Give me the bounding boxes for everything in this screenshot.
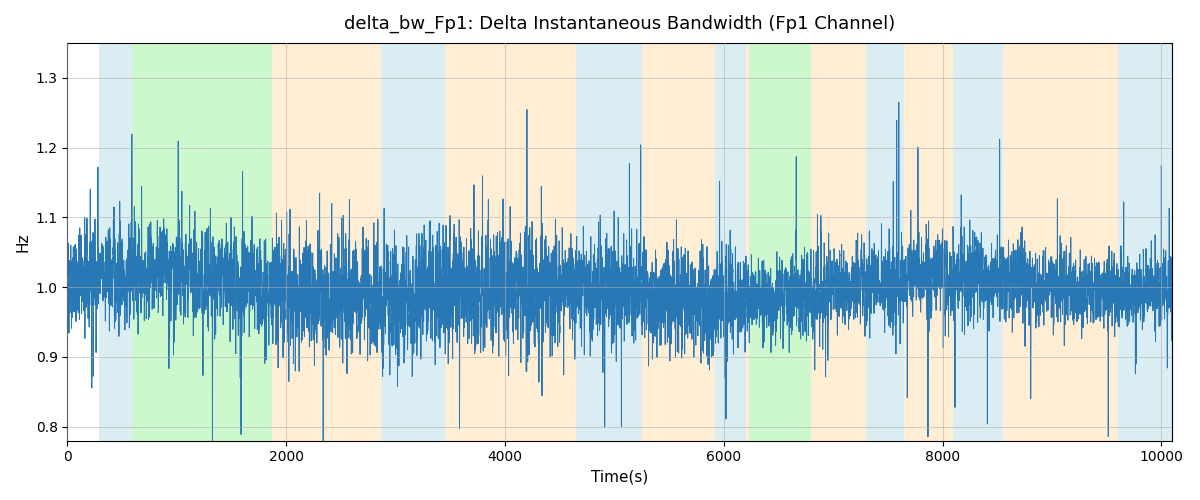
Bar [642,43,715,440]
Bar [132,43,272,440]
Bar [272,43,382,440]
Bar [382,43,445,440]
Bar [954,43,1003,440]
Bar [811,43,866,440]
Bar [905,43,954,440]
Bar [715,43,745,440]
Bar [1003,43,1117,440]
Bar [1117,43,1172,440]
X-axis label: Time(s): Time(s) [592,470,648,485]
Bar [100,43,132,440]
Title: delta_bw_Fp1: Delta Instantaneous Bandwidth (Fp1 Channel): delta_bw_Fp1: Delta Instantaneous Bandwi… [344,15,895,34]
Bar [745,43,749,440]
Bar [576,43,642,440]
Bar [749,43,811,440]
Bar [445,43,576,440]
Bar [866,43,905,440]
Y-axis label: Hz: Hz [16,232,30,252]
